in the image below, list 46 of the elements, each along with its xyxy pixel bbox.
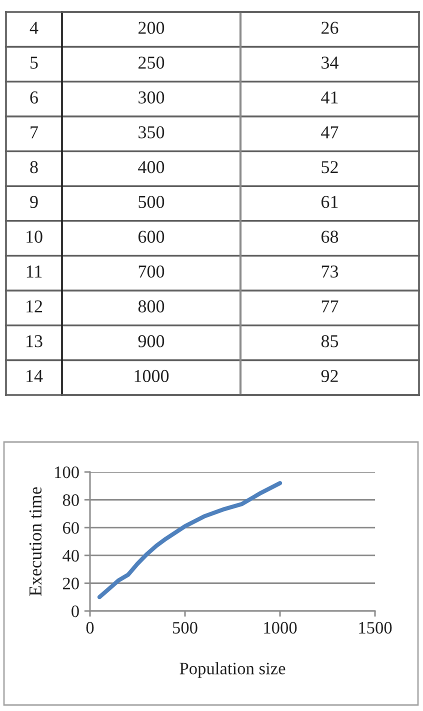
- data-label: 900: [138, 335, 164, 348]
- data-label: 500: [138, 196, 164, 208]
- data-label: 52: [322, 161, 338, 174]
- y-tick-label: 7: [30, 126, 38, 138]
- y-tick-label: 4: [30, 22, 38, 34]
- data-label: 1000: [134, 370, 169, 382]
- data-label: 350: [138, 126, 164, 138]
- x-tick-label: 0: [86, 622, 94, 634]
- y-tick-label: 8: [30, 161, 38, 174]
- y-tick-label: 80: [62, 494, 79, 506]
- y-tick-label: 13: [26, 335, 42, 348]
- x-tick-label: 500: [172, 622, 198, 634]
- data-label: 250: [138, 56, 164, 69]
- data-label: 600: [138, 230, 164, 243]
- data-label: 68: [322, 230, 338, 243]
- x-axis-title: Population size: [180, 662, 286, 678]
- data-label: 300: [138, 91, 164, 104]
- y-tick-label: 10: [26, 230, 42, 243]
- y-tick-label: 14: [26, 370, 43, 382]
- data-label: 200: [138, 22, 164, 34]
- data-label: 800: [138, 300, 164, 312]
- y-tick-label: 5: [30, 56, 38, 69]
- y-tick-label: 60: [62, 522, 79, 534]
- data-label: 41: [321, 91, 338, 104]
- y-tick-label: 100: [55, 466, 79, 478]
- data-label: 26: [322, 22, 338, 34]
- y-tick-label: 6: [30, 91, 38, 104]
- data-label: 92: [321, 370, 338, 382]
- data-label: 400: [138, 161, 164, 174]
- x-tick-label: 1500: [359, 622, 392, 634]
- data-label: 34: [322, 56, 338, 69]
- data-label: 73: [322, 266, 338, 278]
- data-label: 61: [322, 196, 338, 208]
- y-tick-label: 20: [62, 578, 79, 590]
- y-tick-label: 12: [26, 300, 42, 312]
- data-label: 85: [321, 335, 338, 348]
- x-tick-label: 1000: [264, 622, 297, 634]
- y-tick-label: 0: [72, 605, 79, 618]
- data-label: 47: [321, 126, 338, 138]
- data-label: 77: [322, 300, 338, 312]
- y-tick-label: 9: [30, 196, 38, 208]
- y-tick-label: 11: [26, 266, 42, 278]
- line-series: [97, 481, 282, 600]
- y-axis-title: Execution time: [29, 487, 42, 596]
- data-label: 700: [138, 265, 164, 278]
- y-tick-label: 40: [62, 550, 79, 562]
